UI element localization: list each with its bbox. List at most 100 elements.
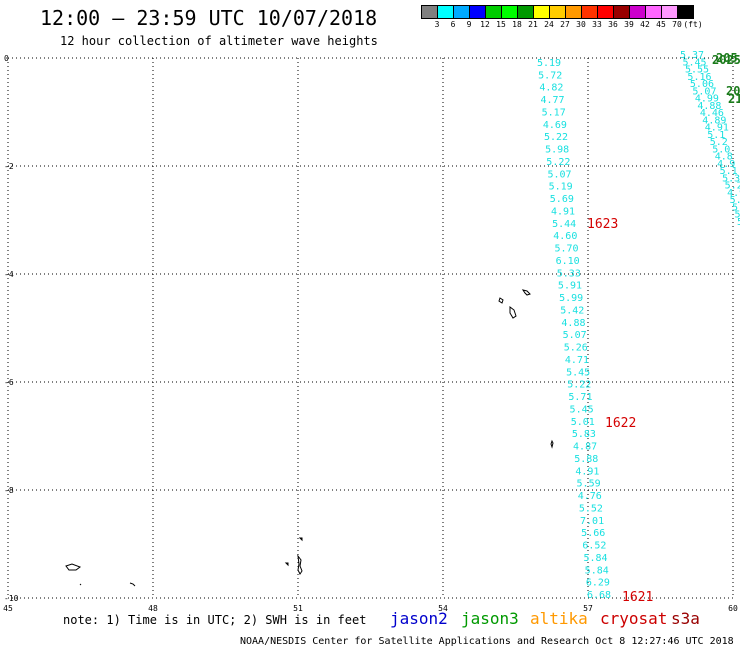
page-title: 12:00 – 23:59 UTC 10/07/2018 (40, 6, 378, 30)
wave-height-label: 5.2 (737, 217, 740, 228)
wave-height-label: 5.2 (710, 137, 728, 148)
wave-height-label: 5.0 (712, 144, 730, 155)
color-legend-label: 39 (624, 20, 634, 29)
wave-height-label: 5.55 (685, 65, 709, 76)
island-outlines (65, 289, 554, 587)
wave-height-label: 5.26 (564, 343, 588, 354)
wave-height-label: 5.01 (571, 417, 595, 428)
mission-jason2: jason2 (390, 609, 448, 628)
wave-height-label: 4.88 (697, 101, 721, 112)
wave-height-label: 5.72 (538, 70, 562, 81)
wave-height-label: 7.01 (580, 516, 604, 527)
island-outline (284, 562, 289, 567)
lon-tick-label: 57 (583, 604, 593, 613)
wave-height-label: 5.3 (722, 173, 740, 184)
wave-height-label: 4.89 (702, 115, 726, 126)
jason3-label: 2025 (712, 53, 740, 67)
color-legend-label: 45 (656, 20, 666, 29)
island-outline (498, 297, 504, 304)
wave-height-label: 5.19 (537, 58, 561, 69)
lon-tick-label: 60 (728, 604, 738, 613)
jason3-label: 21 (728, 92, 740, 106)
wave-height-label: 5.70 (554, 244, 578, 255)
pass-time-label: 1622 (605, 416, 636, 431)
wave-height-label: 4.9 (717, 159, 735, 170)
wave-height-label: 5.45 (570, 404, 594, 415)
wave-height-label: 4.46 (700, 108, 724, 119)
wave-height-label: 5.66 (581, 528, 605, 539)
wave-height-label: 5.83 (572, 429, 596, 440)
color-swatch (677, 5, 694, 19)
wave-height-label: 4.87 (573, 442, 597, 453)
wave-height-label: 5.84 (585, 565, 609, 576)
altimeter-track-main: 5.195.724.824.775.174.695.225.985.225.07… (537, 58, 611, 601)
color-legend-label: 3 (434, 20, 440, 29)
wave-height-label: 5.84 (584, 553, 608, 564)
map-axes: 45 48 51 54 57 60 0 -2 -4 -6 -8 -10 (3, 54, 738, 613)
wave-height-label: 4.99 (695, 94, 719, 105)
wave-height-label: 5.45 (566, 367, 590, 378)
wave-height-label: 5.69 (550, 194, 574, 205)
wave-height-label: 5.0 (730, 195, 740, 206)
lat-tick-label: -6 (4, 378, 14, 387)
wave-height-label: 4.71 (565, 355, 589, 366)
wave-height-label: 4.91 (551, 206, 575, 217)
wave-height-label: 5.42 (560, 305, 584, 316)
wave-height-label: 4.9 (727, 188, 740, 199)
lat-tick-label: 0 (4, 54, 9, 63)
color-legend-label: 12 (480, 20, 490, 29)
color-legend-label: 21 (528, 20, 538, 29)
color-legend-label: 70 (672, 20, 682, 29)
wave-height-label: 6.68 (587, 590, 611, 601)
island-outline (550, 439, 554, 449)
wave-height-label: 4.69 (543, 120, 567, 131)
lon-tick-label: 45 (3, 604, 13, 613)
lat-tick-label: -10 (4, 594, 19, 603)
wave-height-label: 5.33 (557, 268, 581, 279)
wave-height-label: 5.19 (549, 182, 573, 193)
wave-height-label: 5.88 (574, 454, 598, 465)
color-legend-label: 6 (450, 20, 456, 29)
wave-height-label: 5.3 (735, 210, 740, 221)
wave-height-label: 4.60 (553, 231, 577, 242)
lat-tick-label: -8 (4, 486, 14, 495)
wave-height-label: 5.22 (567, 380, 591, 391)
wave-height-label: 5.59 (577, 479, 601, 490)
lat-tick-label: -4 (4, 270, 14, 279)
color-legend-label: 42 (640, 20, 650, 29)
color-legend-label: 9 (466, 20, 472, 29)
wave-height-label: 5.45 (682, 57, 706, 68)
pass-time-labels: 1623 1622 1621 (587, 217, 653, 605)
wave-height-label: 4.88 (561, 318, 585, 329)
island-outline (129, 582, 136, 587)
lon-tick-label: 54 (438, 604, 448, 613)
wave-height-label: 5.52 (579, 503, 603, 514)
pass-time-label: 1621 (622, 590, 653, 605)
wave-height-label: 6.10 (556, 256, 580, 267)
wave-height-label: 4.91 (705, 123, 729, 134)
island-outline (65, 563, 82, 571)
wave-height-label: 6.52 (582, 541, 606, 552)
mission-cryosat: cryosat (600, 609, 668, 628)
island-outline (297, 554, 303, 575)
map-grid (7, 57, 734, 599)
wave-height-label: 5.98 (545, 145, 569, 156)
wave-height-label: 5.1 (707, 130, 725, 141)
wave-height-label: 4.8 (715, 152, 733, 163)
wave-height-label: 5.37 (680, 50, 704, 61)
lon-tick-label: 51 (293, 604, 303, 613)
island-outline (521, 289, 531, 296)
wave-height-label: 4.76 (578, 491, 602, 502)
wave-height-label: 5.17 (542, 107, 566, 118)
color-legend-label: (ft) (683, 20, 703, 29)
wave-height-label: 5.22 (546, 157, 570, 168)
wave-height-label: 4.91 (575, 466, 599, 477)
jason3-label: 20 (726, 84, 740, 98)
island-outline (298, 537, 303, 542)
lon-tick-label: 48 (148, 604, 158, 613)
wave-height-label: 5.07 (547, 169, 571, 180)
color-legend-label: 30 (576, 20, 586, 29)
wave-height-label: 5.06 (690, 79, 714, 90)
wave-height-label: 6.29 (586, 578, 610, 589)
